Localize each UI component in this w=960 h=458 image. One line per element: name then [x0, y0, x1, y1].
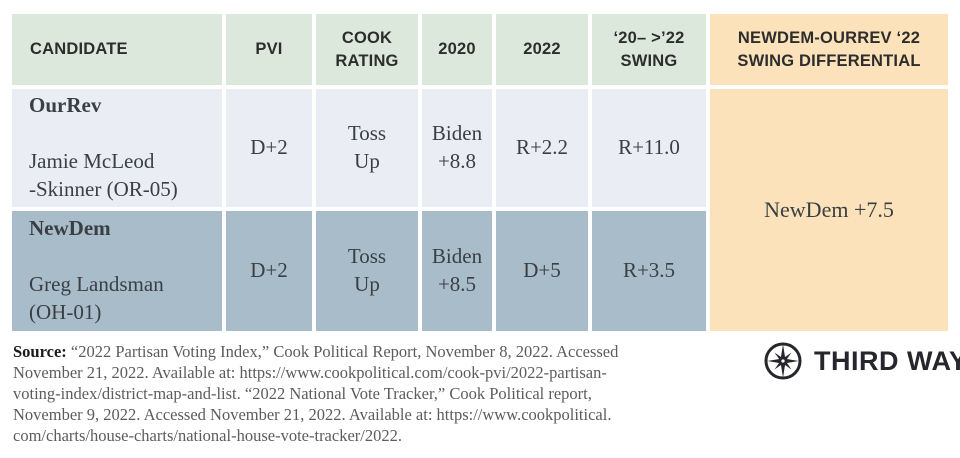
result-2022-cell: R+2.2 [496, 89, 588, 207]
compass-star-icon [764, 342, 802, 380]
result-2020-cell: Biden +8.8 [422, 89, 492, 207]
source-text-line: “2022 Partisan Voting Index,” Cook Polit… [70, 342, 619, 361]
source-text-line: com/charts/house-charts/national-house-v… [13, 426, 402, 445]
result-2022-cell: D+5 [496, 211, 588, 331]
cook-rating-cell: Toss Up [316, 211, 418, 331]
source-note: Source: “2022 Partisan Voting Index,” Co… [13, 341, 728, 446]
candidate-name: Greg Landsman (OH-01) [29, 272, 164, 324]
cook-rating-cell: Toss Up [316, 89, 418, 207]
candidate-cell-ourrev: OurRev Jamie McLeod -Skinner (OR-05) [12, 89, 222, 207]
swing-differential-value: NewDem +7.5 [710, 89, 948, 331]
source-label: Source: [13, 342, 67, 361]
header-cell-cook-rating: COOK RATING [316, 14, 418, 85]
party-label: OurRev [29, 93, 102, 118]
swing-cell: R+3.5 [592, 211, 706, 331]
header-cell-swing-differential: NEWDEM-OURREV ‘22 SWING DIFFERENTIAL [710, 14, 948, 85]
header-cell-2020: 2020 [422, 14, 492, 85]
pvi-cell: D+2 [226, 89, 312, 207]
source-text-line: voting-index/district-map-and-list. “202… [13, 384, 592, 403]
third-way-logo: THIRD WAY [763, 341, 960, 381]
result-2020-cell: Biden +8.5 [422, 211, 492, 331]
candidate-cell-newdem: NewDem Greg Landsman (OH-01) [12, 211, 222, 331]
source-text-line: November 9, 2022. Accessed November 21, … [13, 405, 612, 424]
candidate-name: Jamie McLeod -Skinner (OR-05) [29, 149, 178, 201]
header-cell-2022: 2022 [496, 14, 588, 85]
party-label: NewDem [29, 216, 111, 241]
header-cell-swing: ‘20– >’22 SWING [592, 14, 706, 85]
swing-cell: R+11.0 [592, 89, 706, 207]
logo-wordmark: THIRD WAY [814, 345, 960, 376]
source-text-line: November 21, 2022. Available at: https:/… [13, 363, 607, 382]
candidates-table: CANDIDATE PVI COOK RATING 2020 2022 ‘20–… [12, 14, 948, 331]
pvi-cell: D+2 [226, 211, 312, 331]
header-cell-candidate: CANDIDATE [12, 14, 222, 85]
header-cell-pvi: PVI [226, 14, 312, 85]
